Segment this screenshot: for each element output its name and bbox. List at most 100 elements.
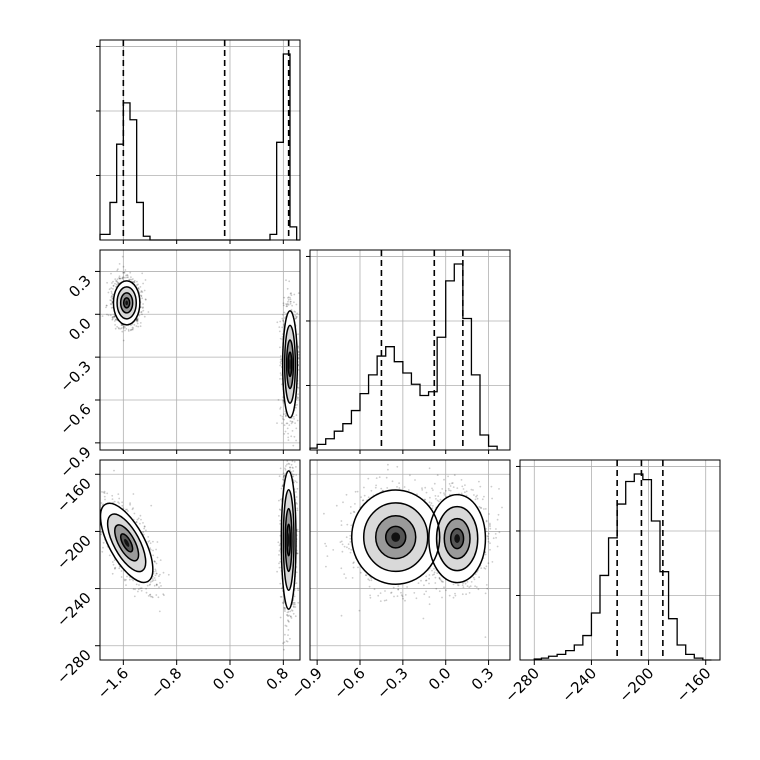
- sample-point: [296, 503, 298, 505]
- sample-point: [287, 298, 290, 301]
- sample-point: [292, 603, 295, 606]
- sample-point: [162, 571, 165, 574]
- sample-point: [120, 327, 123, 329]
- sample-point: [113, 559, 116, 561]
- sample-point: [295, 414, 298, 416]
- sample-points-layer: [100, 255, 503, 651]
- sample-point: [289, 637, 291, 640]
- sample-point: [137, 283, 139, 286]
- sample-point: [367, 578, 370, 580]
- sample-point: [103, 495, 106, 498]
- sample-point: [386, 487, 389, 489]
- sample-point: [425, 491, 428, 494]
- sample-point: [292, 612, 295, 615]
- sample-point: [286, 303, 288, 306]
- sample-point: [283, 641, 286, 644]
- sample-point: [111, 316, 114, 319]
- sample-point: [101, 550, 104, 553]
- sample-point: [397, 585, 400, 587]
- sample-point: [296, 509, 299, 512]
- sample-point: [277, 541, 280, 544]
- sample-point: [135, 325, 138, 327]
- sample-point: [122, 339, 125, 342]
- sample-point: [112, 285, 115, 287]
- sample-point: [156, 556, 159, 559]
- sample-point: [108, 554, 111, 557]
- sample-point: [140, 587, 143, 589]
- sample-point: [282, 320, 285, 323]
- sample-point: [139, 514, 142, 517]
- sample-point: [117, 501, 119, 504]
- sample-point: [140, 311, 143, 313]
- sample-point: [286, 302, 289, 305]
- sample-point: [449, 485, 452, 487]
- sample-point: [151, 580, 154, 583]
- sample-point: [368, 579, 371, 582]
- sample-point: [278, 326, 281, 328]
- sample-point: [283, 296, 286, 299]
- sample-point: [111, 572, 114, 575]
- sample-point: [291, 473, 294, 476]
- sample-point: [140, 311, 143, 314]
- sample-point: [290, 294, 293, 297]
- sample-point: [402, 597, 404, 600]
- sample-point: [294, 615, 297, 618]
- sample-point: [152, 549, 154, 552]
- sample-point: [131, 328, 134, 331]
- sample-point: [121, 255, 124, 258]
- sample-point: [111, 282, 113, 284]
- sample-point: [283, 475, 285, 478]
- sample-point: [292, 415, 295, 418]
- sample-point: [155, 572, 158, 575]
- sample-point: [384, 590, 386, 592]
- sample-point: [140, 294, 143, 297]
- sample-point: [115, 280, 117, 282]
- sample-point: [283, 607, 286, 609]
- sample-point: [131, 578, 133, 580]
- sample-point: [276, 422, 278, 424]
- sample-point: [278, 544, 281, 547]
- sample-point: [283, 606, 286, 609]
- sample-point: [291, 430, 294, 432]
- sample-point: [142, 531, 145, 533]
- sample-point: [124, 269, 127, 271]
- sample-point: [278, 508, 281, 511]
- sample-point: [282, 319, 284, 322]
- sample-point: [293, 435, 296, 438]
- sample-point: [284, 430, 287, 433]
- sample-point: [293, 606, 295, 608]
- sample-point: [115, 285, 117, 288]
- sample-point: [283, 608, 286, 611]
- sample-point: [295, 406, 297, 409]
- sample-point: [287, 629, 290, 631]
- sample-point: [129, 502, 132, 505]
- sample-point: [287, 300, 289, 303]
- sample-point: [141, 313, 143, 316]
- sample-point: [114, 566, 117, 569]
- sample-point: [153, 584, 156, 587]
- sample-point: [293, 310, 296, 313]
- sample-point: [293, 473, 295, 476]
- sample-point: [127, 276, 129, 279]
- sample-point: [111, 318, 114, 321]
- sample-point: [120, 324, 123, 326]
- sample-point: [100, 502, 103, 504]
- sample-point: [287, 303, 290, 306]
- sample-point: [280, 374, 282, 376]
- sample-point: [341, 543, 344, 546]
- sample-point: [281, 601, 284, 604]
- sample-point: [154, 568, 157, 571]
- sample-point: [287, 611, 290, 613]
- sample-point: [284, 610, 286, 612]
- sample-point: [149, 581, 152, 583]
- sample-point: [287, 436, 290, 439]
- sample-point: [155, 583, 158, 586]
- sample-point: [131, 326, 134, 329]
- sample-point: [282, 304, 285, 307]
- sample-point: [424, 498, 426, 501]
- sample-point: [148, 584, 151, 586]
- sample-point: [138, 291, 141, 294]
- sample-point: [279, 467, 282, 470]
- sample-point: [133, 595, 136, 598]
